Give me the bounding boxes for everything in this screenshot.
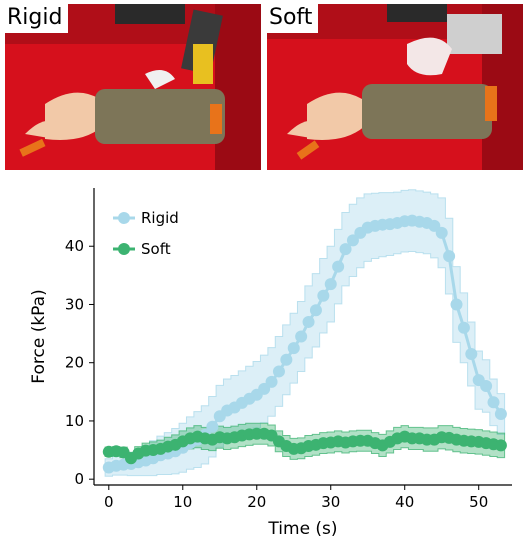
tick-labels: 0 10 20 30 40 50 0 10 20 30 40 [65, 237, 488, 511]
rigid-point [457, 321, 470, 334]
rigid-point [435, 226, 448, 239]
rigid-point [280, 353, 293, 366]
photo-label-rigid: Rigid [5, 4, 69, 33]
photo-label-soft: Soft [267, 4, 319, 33]
rigid-point [346, 234, 359, 247]
rigid-point [206, 420, 219, 433]
x-tick-label: 50 [469, 493, 488, 511]
rigid-point [295, 330, 308, 343]
rigid-point [332, 260, 345, 273]
legend-soft-marker [118, 243, 130, 255]
rigid-point [494, 407, 507, 420]
force-time-chart: 0 10 20 30 40 50 0 10 20 30 40 Time (s) Force (kPa… [29, 188, 512, 539]
rigid-setup-illustration [5, 4, 261, 170]
y-tick-label: 40 [65, 237, 84, 255]
rigid-point [324, 278, 337, 291]
y-tick-label: 0 [74, 470, 84, 488]
legend-soft-label: Soft [141, 240, 171, 258]
rigid-point [443, 250, 456, 263]
x-tick-label: 30 [321, 493, 340, 511]
y-axis-label: Force (kPa) [29, 289, 49, 383]
photo-soft: Soft [267, 4, 523, 170]
soft-point [494, 439, 507, 452]
rigid-point [272, 365, 285, 378]
y-tick-label: 30 [65, 295, 84, 313]
x-tick-label: 0 [104, 493, 114, 511]
rigid-point [317, 289, 330, 302]
photo-rigid: Rigid [5, 4, 261, 170]
rigid-point [287, 342, 300, 355]
x-axis-label: Time (s) [267, 519, 337, 539]
y-tick-label: 20 [65, 354, 84, 372]
rigid-point [339, 243, 352, 256]
series-points [102, 214, 507, 474]
x-tick-label: 20 [247, 493, 266, 511]
legend-rigid-label: Rigid [141, 209, 179, 227]
rigid-point [480, 380, 493, 392]
rigid-point [487, 396, 500, 409]
rigid-point [302, 315, 315, 328]
x-tick-label: 40 [395, 493, 414, 511]
rigid-point [265, 375, 278, 388]
legend-rigid-marker [118, 212, 130, 224]
x-tick-label: 10 [173, 493, 192, 511]
legend: Rigid Soft [113, 209, 179, 258]
rigid-point [309, 304, 322, 317]
y-tick-label: 10 [65, 412, 84, 430]
axes [89, 188, 512, 490]
rigid-point [450, 298, 463, 311]
rigid-point [465, 347, 478, 360]
